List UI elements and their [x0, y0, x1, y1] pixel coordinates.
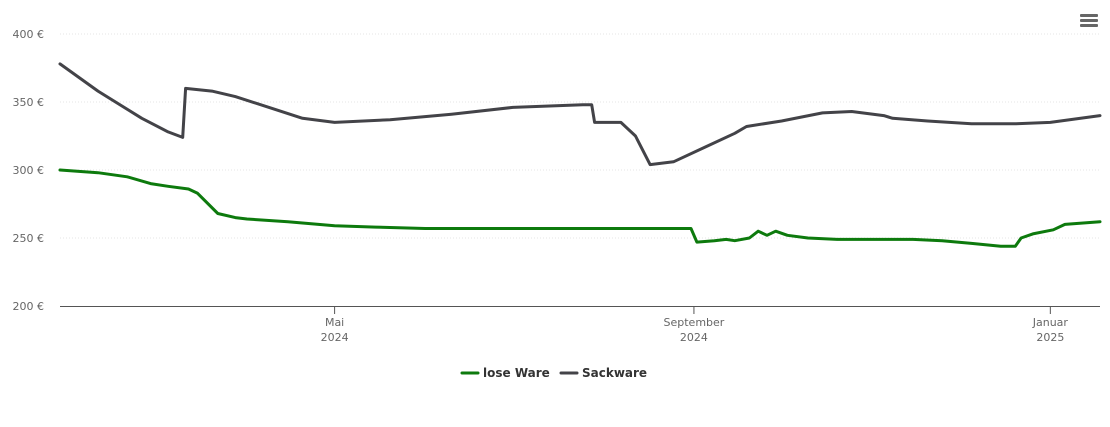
legend-label: lose Ware — [483, 366, 550, 380]
x-tick-year-label: 2024 — [680, 331, 708, 344]
y-axis: 200 € 250 € 300 € 350 € 400 € — [13, 28, 45, 313]
x-tick-month-label: Januar — [1032, 316, 1069, 329]
grid-lines — [60, 33, 1100, 239]
legend-label: Sackware — [582, 366, 647, 380]
y-tick-label: 200 € — [13, 300, 45, 313]
x-axis: Mai 2024 September 2024 Januar 2025 — [60, 306, 1100, 344]
y-tick-label: 300 € — [13, 164, 45, 177]
y-tick-label: 400 € — [13, 28, 45, 41]
series-line-lose-ware[interactable] — [58, 168, 1102, 248]
hamburger-menu-icon[interactable] — [1080, 14, 1098, 27]
legend-item-sackware[interactable]: Sackware — [559, 366, 647, 380]
series-line-sackware[interactable] — [58, 62, 1102, 167]
legend[interactable]: lose Ware Sackware — [460, 366, 647, 380]
x-tick-year-label: 2024 — [321, 331, 349, 344]
legend-item-lose-ware[interactable]: lose Ware — [460, 366, 550, 380]
series-lines — [58, 62, 1102, 248]
x-tick-month-label: September — [664, 316, 725, 329]
y-tick-label: 350 € — [13, 96, 45, 109]
x-tick-year-label: 2025 — [1036, 331, 1064, 344]
y-tick-label: 250 € — [13, 232, 45, 245]
x-tick-month-label: Mai — [325, 316, 344, 329]
